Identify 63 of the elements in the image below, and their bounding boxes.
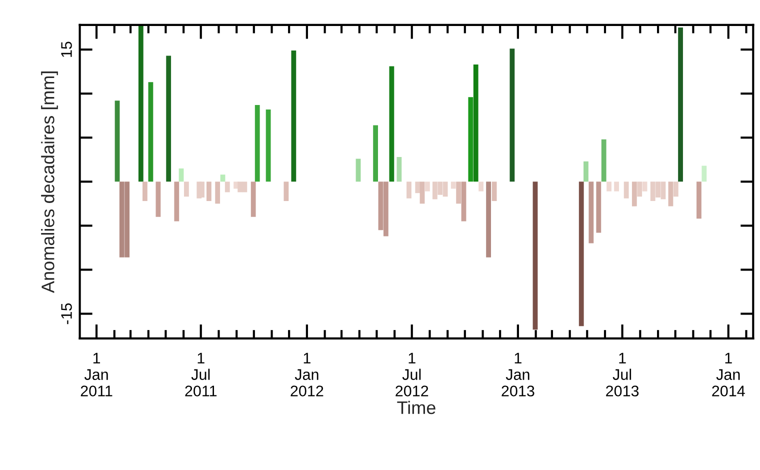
- bar: [373, 125, 378, 182]
- bar: [415, 182, 420, 194]
- bar: [510, 48, 515, 182]
- bar: [473, 64, 478, 182]
- bar: [389, 66, 394, 182]
- bar: [166, 56, 172, 182]
- x-tick-label: 1 Jan 2011: [80, 352, 112, 396]
- bar: [596, 182, 602, 233]
- bar: [250, 182, 256, 217]
- y-tick-label: 15: [61, 42, 72, 57]
- bar: [486, 182, 491, 258]
- bar: [450, 182, 456, 189]
- y-axis-title: Anomalies decadaires [mm]: [41, 72, 58, 293]
- bar: [588, 182, 594, 244]
- bar: [184, 182, 189, 197]
- bar: [114, 100, 120, 182]
- bar: [142, 182, 148, 202]
- x-tick-label: 1 Jul 2011: [185, 352, 217, 396]
- bar: [356, 158, 361, 182]
- bar: [678, 28, 683, 182]
- x-tick-label: 1 Jul 2013: [606, 352, 639, 396]
- bar: [468, 97, 474, 182]
- bar: [601, 139, 606, 182]
- x-tick-label: 1 Jan 2014: [712, 352, 745, 396]
- x-tick-label: 1 Jul 2012: [396, 352, 428, 396]
- bar: [215, 182, 220, 204]
- bar: [614, 182, 619, 192]
- bar: [532, 182, 538, 330]
- bar: [291, 50, 296, 182]
- bar: [138, 24, 144, 182]
- bar: [420, 182, 425, 204]
- bar: [624, 182, 629, 198]
- bar: [148, 82, 154, 182]
- x-axis-title: Time: [397, 400, 436, 414]
- bar: [238, 182, 243, 192]
- x-tick-label: 1 Jan 2013: [502, 352, 534, 396]
- bar: [456, 182, 462, 204]
- bar: [174, 182, 180, 222]
- bar: [266, 109, 271, 182]
- bar: [606, 182, 612, 192]
- bar: [584, 161, 588, 182]
- y-tick-label: -15: [61, 303, 72, 324]
- bar: [200, 182, 204, 198]
- bar: [492, 182, 497, 202]
- bar: [461, 182, 466, 222]
- bar: [406, 182, 412, 198]
- bar: [424, 182, 430, 192]
- bar: [156, 182, 161, 217]
- bar: [702, 166, 707, 182]
- x-tick-label: 1 Jan 2012: [290, 352, 324, 396]
- bar: [696, 182, 702, 219]
- bar: [224, 182, 230, 192]
- bar: [178, 168, 184, 182]
- bar: [478, 182, 484, 192]
- bar: [284, 182, 289, 202]
- bar: [578, 182, 584, 326]
- bar: [396, 157, 402, 182]
- bar: [668, 182, 674, 206]
- bar: [254, 105, 260, 182]
- bar: [206, 182, 212, 202]
- bar: [220, 174, 226, 182]
- bar: [632, 182, 637, 206]
- bar: [673, 182, 678, 197]
